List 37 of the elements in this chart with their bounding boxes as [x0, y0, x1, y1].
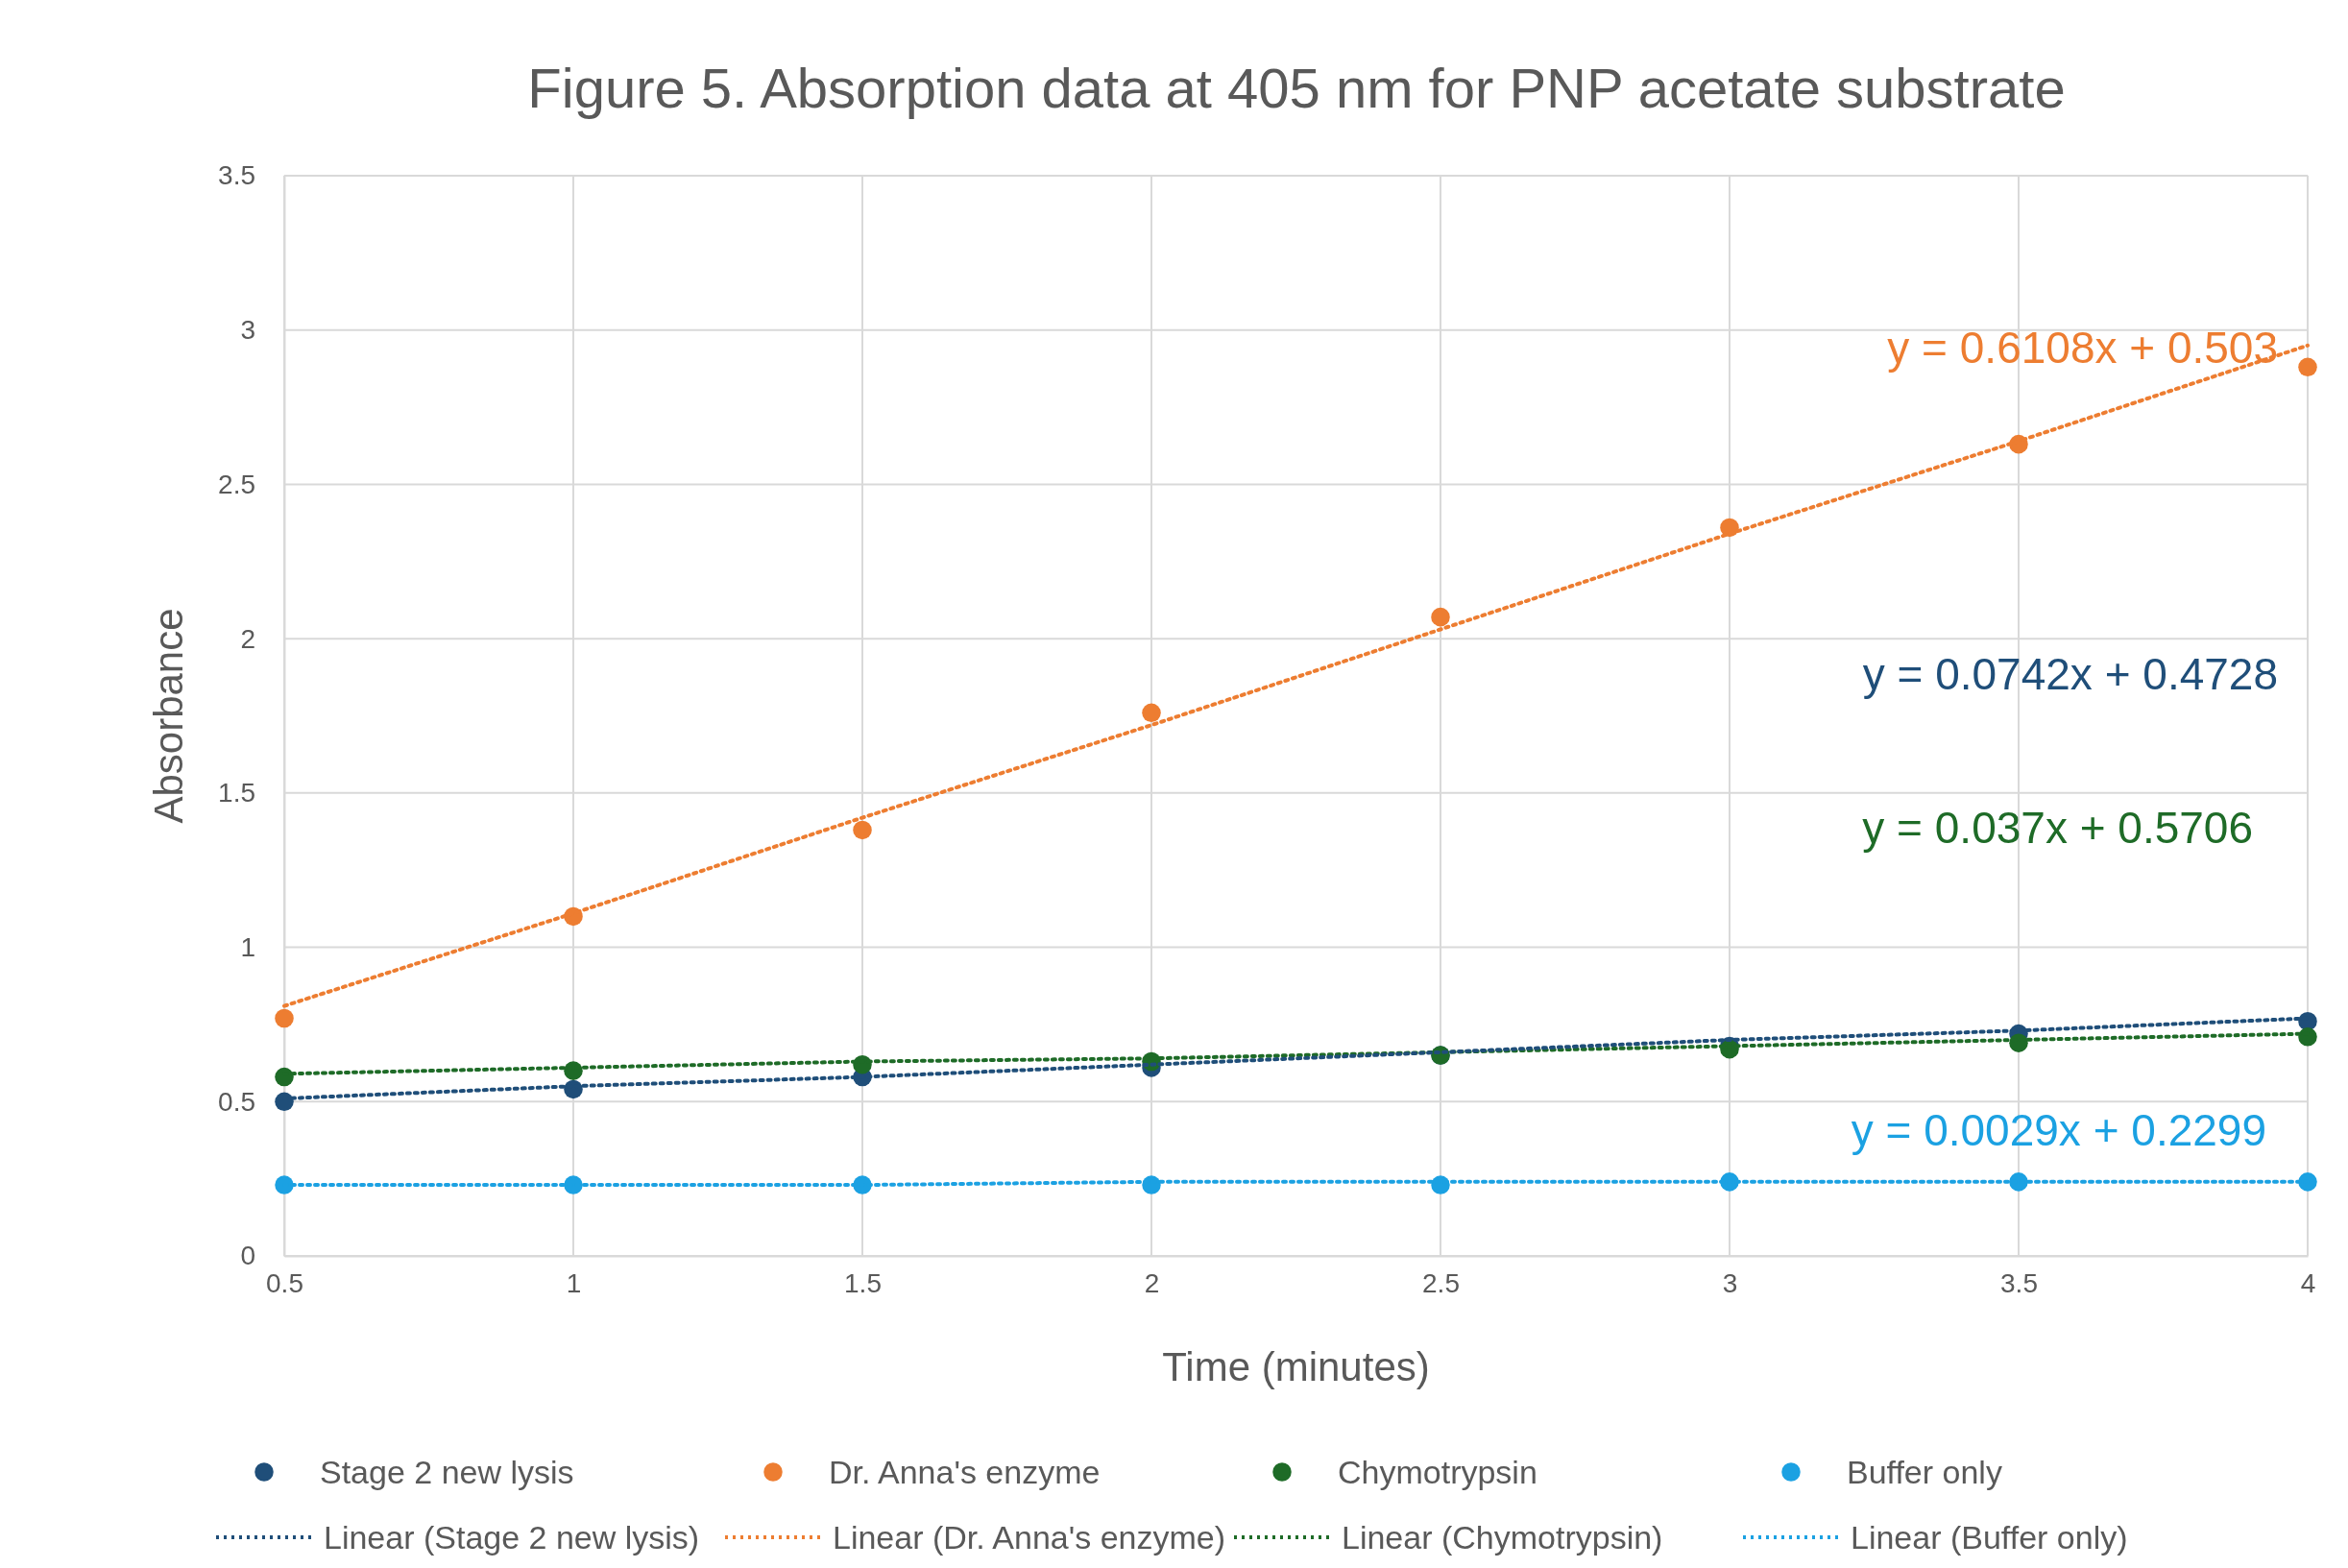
x-tick-label: 4 — [2300, 1267, 2316, 1298]
x-tick-label: 1 — [566, 1267, 582, 1298]
point — [1431, 607, 1450, 627]
legend-label: Linear (Dr. Anna's enzyme) — [833, 1518, 1226, 1556]
y-tick-label: 1.5 — [218, 778, 255, 808]
y-tick-label: 0 — [240, 1241, 255, 1271]
legend-label: Dr. Anna's enzyme — [829, 1453, 1101, 1490]
legend-label: Chymotrypsin — [1338, 1453, 1537, 1490]
x-axis-title: Time (minutes) — [1162, 1344, 1430, 1389]
legend-label: Linear (Stage 2 new lysis) — [324, 1518, 700, 1556]
chart-title: Figure 5. Absorption data at 405 nm for PNP acetate substrate — [527, 57, 2066, 119]
point — [1142, 703, 1161, 723]
point — [853, 820, 872, 840]
x-tick-label: 3 — [1722, 1267, 1738, 1298]
x-tick-label: 2 — [1144, 1267, 1160, 1298]
x-tick-label: 0.5 — [266, 1267, 303, 1298]
legend-label: Linear (Chymotrypsin) — [1342, 1518, 1663, 1556]
y-tick-label: 2.5 — [218, 469, 255, 499]
annotation: y = 0.037x + 0.5706 — [1862, 803, 2253, 854]
legend-label: Linear (Buffer only) — [1851, 1518, 2128, 1556]
annotation: y = 0.0029x + 0.2299 — [1851, 1105, 2266, 1156]
x-tick-label: 3.5 — [2000, 1267, 2038, 1298]
y-tick-label: 1 — [240, 932, 255, 963]
legend-label: Stage 2 new lysis — [320, 1453, 574, 1490]
annotation: y = 0.6108x + 0.503 — [1887, 323, 2278, 374]
y-tick-label: 2 — [240, 623, 255, 654]
y-axis-title: Absorbance — [146, 608, 191, 824]
annotation: y = 0.0742x + 0.4728 — [1862, 649, 2278, 700]
x-tick-label: 2.5 — [1422, 1267, 1460, 1298]
y-tick-label: 3 — [240, 315, 255, 346]
legend-label: Buffer only — [1847, 1453, 2002, 1490]
point — [275, 1092, 294, 1112]
y-tick-label: 3.5 — [218, 160, 255, 191]
y-tick-label: 0.5 — [218, 1086, 255, 1117]
point — [2298, 357, 2317, 377]
x-tick-label: 1.5 — [844, 1267, 882, 1298]
point — [275, 1008, 294, 1028]
